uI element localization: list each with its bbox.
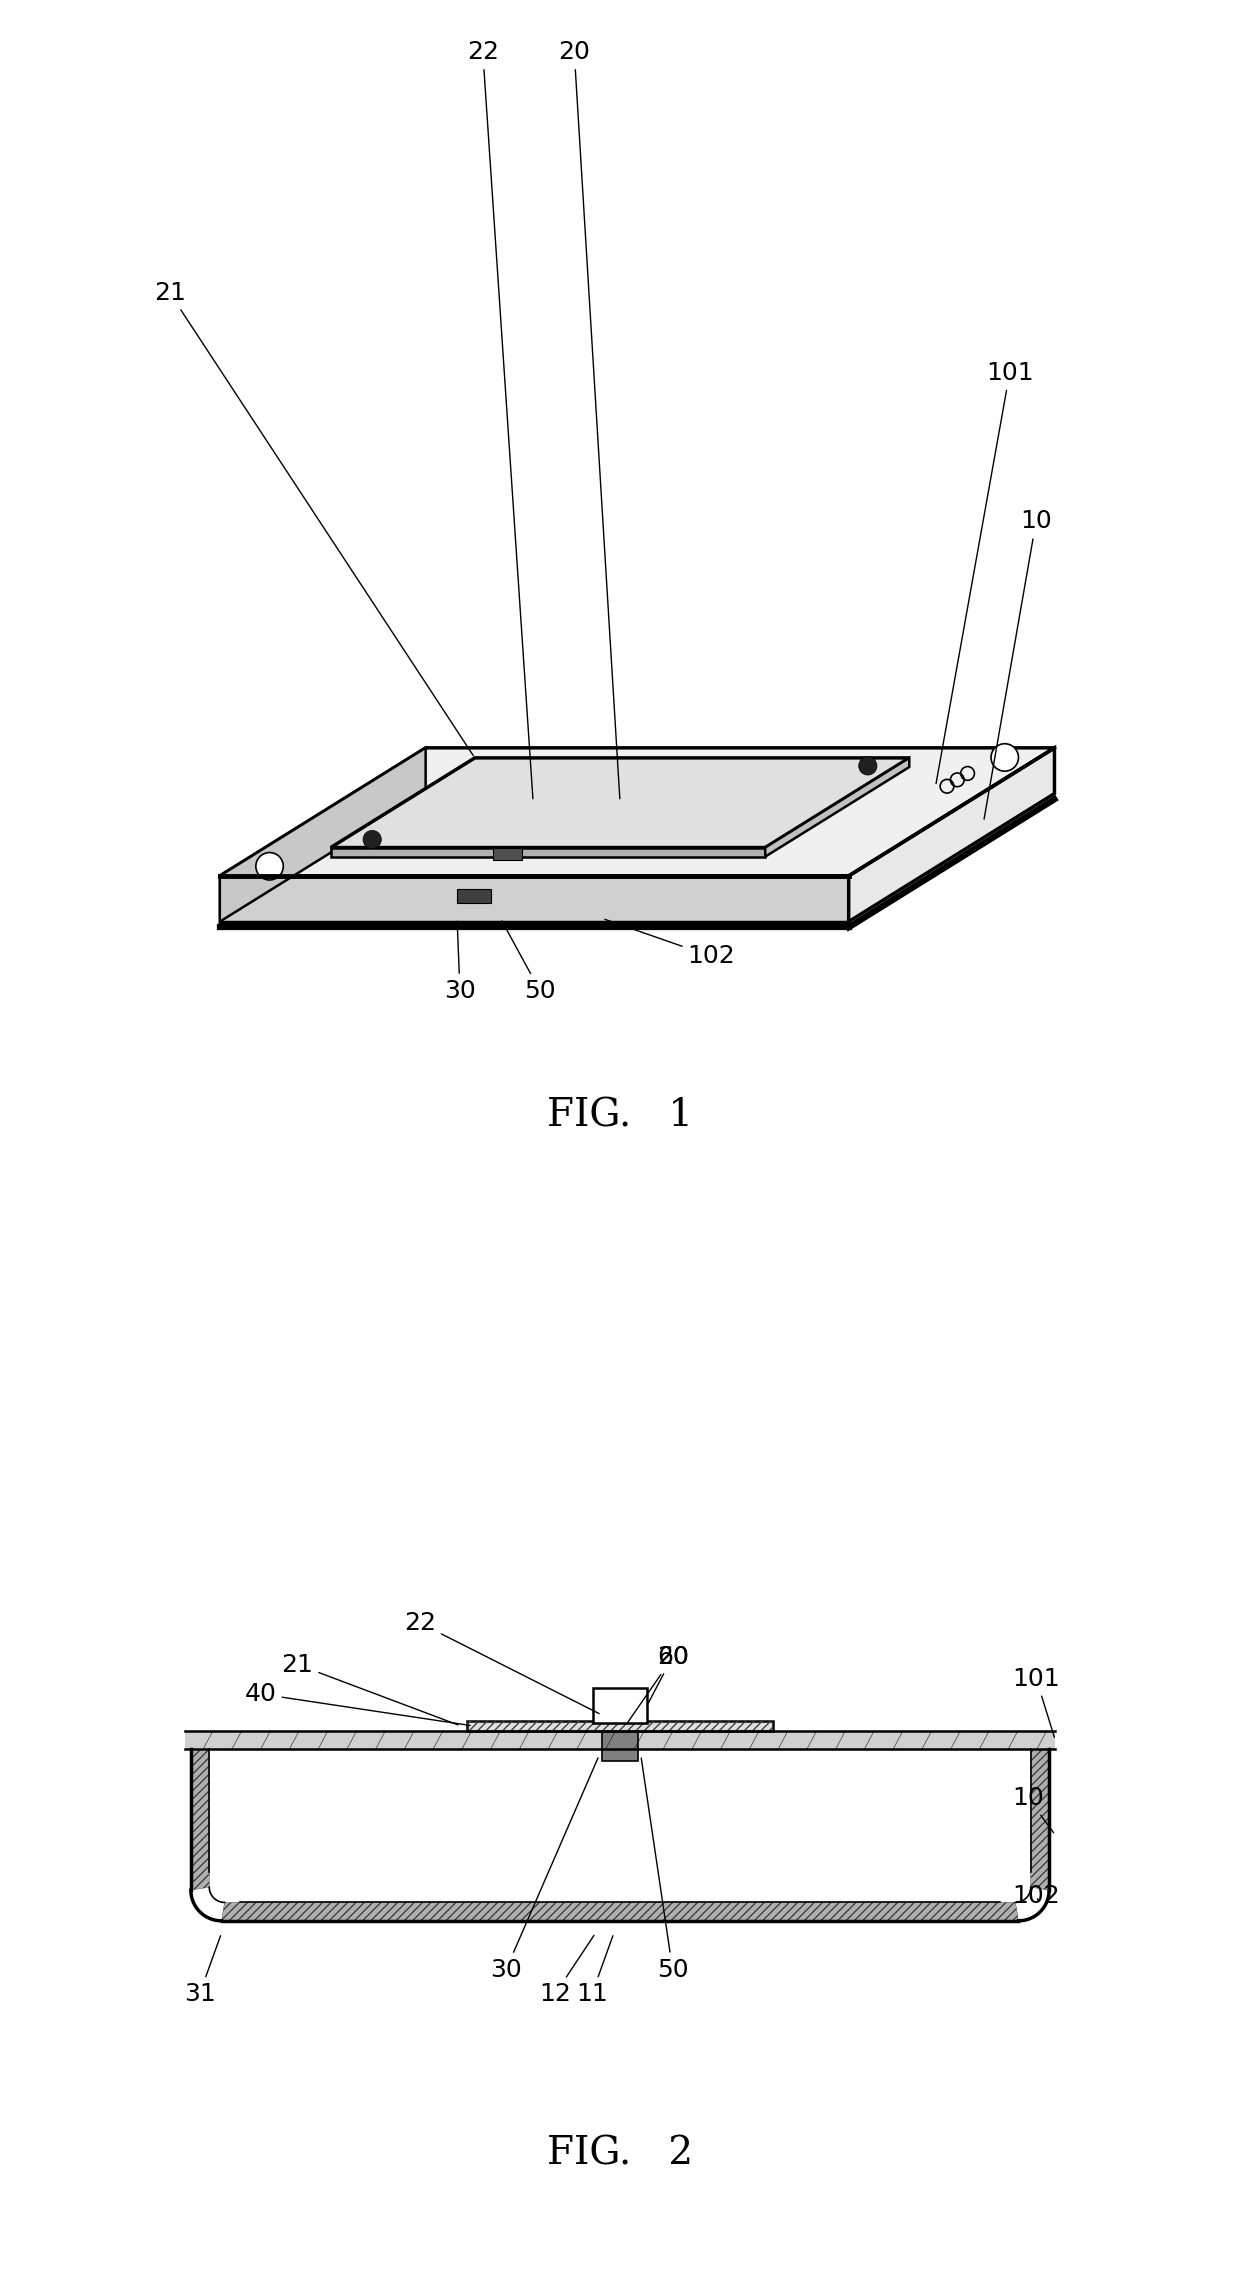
Polygon shape bbox=[331, 758, 909, 848]
Text: 50: 50 bbox=[641, 1757, 688, 1982]
Text: 20: 20 bbox=[558, 41, 620, 800]
Text: 50: 50 bbox=[502, 921, 556, 1003]
Bar bbox=[466, 1721, 774, 1730]
Text: FIG.   2: FIG. 2 bbox=[547, 2135, 693, 2172]
Text: 10: 10 bbox=[1012, 1787, 1054, 1833]
Text: 11: 11 bbox=[577, 1936, 613, 2007]
Text: 20: 20 bbox=[627, 1645, 688, 1723]
Circle shape bbox=[991, 745, 1018, 772]
FancyBboxPatch shape bbox=[601, 1718, 639, 1762]
Text: 102: 102 bbox=[1012, 1883, 1060, 1908]
Circle shape bbox=[858, 756, 877, 774]
Text: 60: 60 bbox=[649, 1645, 688, 1702]
Text: 10: 10 bbox=[985, 509, 1052, 820]
Text: FIG.   1: FIG. 1 bbox=[547, 1097, 693, 1134]
Text: 102: 102 bbox=[605, 919, 735, 969]
Text: 30: 30 bbox=[490, 1757, 598, 1982]
Polygon shape bbox=[219, 875, 848, 921]
Text: 101: 101 bbox=[1012, 1666, 1060, 1737]
Bar bbox=[494, 848, 522, 859]
Text: 40: 40 bbox=[244, 1682, 470, 1725]
Text: 30: 30 bbox=[444, 921, 476, 1003]
Polygon shape bbox=[331, 848, 765, 857]
Text: 21: 21 bbox=[281, 1652, 458, 1725]
Text: 12: 12 bbox=[539, 1936, 594, 2007]
FancyBboxPatch shape bbox=[593, 1688, 647, 1723]
Polygon shape bbox=[848, 747, 1054, 921]
Circle shape bbox=[363, 829, 382, 848]
Polygon shape bbox=[222, 1902, 1018, 1920]
Bar bbox=[456, 889, 491, 903]
Text: 22: 22 bbox=[466, 41, 533, 800]
Text: 101: 101 bbox=[936, 360, 1033, 784]
Text: 22: 22 bbox=[404, 1611, 599, 1714]
Bar bbox=[466, 1721, 774, 1730]
Text: 21: 21 bbox=[154, 282, 474, 756]
Text: 31: 31 bbox=[184, 1936, 221, 2007]
Circle shape bbox=[255, 852, 283, 880]
Polygon shape bbox=[191, 1748, 210, 1890]
Polygon shape bbox=[765, 758, 909, 857]
Polygon shape bbox=[219, 747, 425, 921]
Polygon shape bbox=[1030, 1748, 1049, 1890]
Polygon shape bbox=[219, 747, 1054, 875]
